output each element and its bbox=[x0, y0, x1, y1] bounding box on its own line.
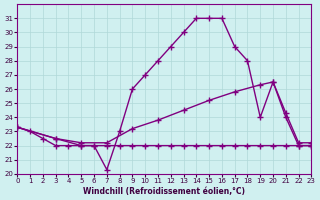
X-axis label: Windchill (Refroidissement éolien,°C): Windchill (Refroidissement éolien,°C) bbox=[84, 187, 245, 196]
